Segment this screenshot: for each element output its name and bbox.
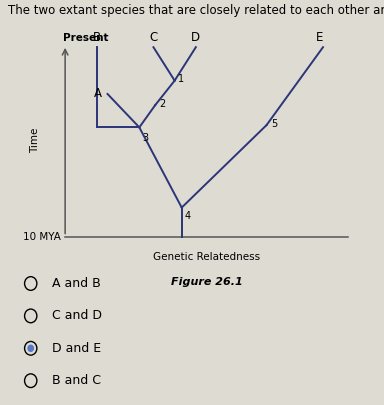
Text: Time: Time: [30, 128, 40, 153]
Text: 5: 5: [271, 119, 277, 129]
Text: C and D: C and D: [52, 309, 102, 322]
Text: Figure 26.1: Figure 26.1: [170, 277, 242, 287]
Text: E: E: [316, 31, 323, 44]
Text: Genetic Relatedness: Genetic Relatedness: [153, 252, 260, 262]
Text: 1: 1: [178, 75, 184, 85]
Text: 3: 3: [142, 133, 148, 143]
Text: C: C: [149, 31, 157, 44]
Text: B and C: B and C: [52, 374, 101, 387]
Text: D: D: [191, 31, 200, 44]
Text: Present: Present: [63, 33, 109, 43]
Text: 10 MYA: 10 MYA: [23, 232, 61, 241]
Text: B: B: [93, 31, 101, 44]
Text: The two extant species that are closely related to each other are __: The two extant species that are closely …: [8, 4, 384, 17]
Text: D and E: D and E: [52, 342, 101, 355]
Text: 4: 4: [185, 211, 191, 221]
Text: 2: 2: [159, 99, 166, 109]
Text: A: A: [94, 87, 102, 100]
Text: A and B: A and B: [52, 277, 101, 290]
